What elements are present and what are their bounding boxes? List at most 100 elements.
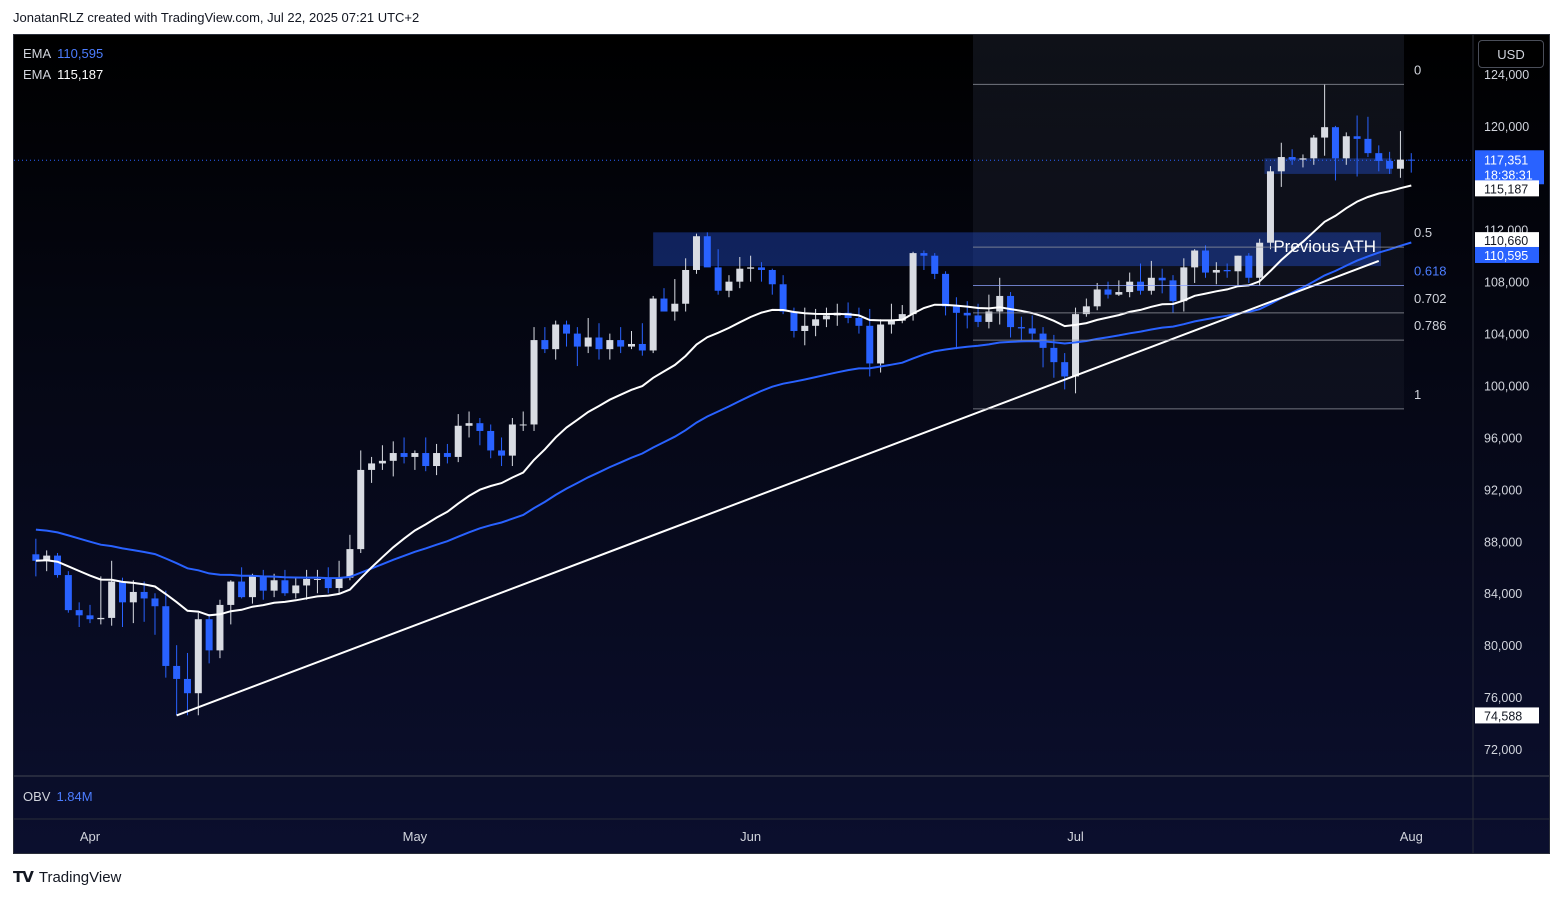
candle[interactable] [1386, 151, 1394, 174]
obv-legend[interactable]: OBV 1.84M [23, 789, 93, 804]
candle[interactable] [931, 253, 939, 280]
candle[interactable] [1137, 263, 1145, 295]
candle[interactable] [1201, 245, 1209, 278]
candle[interactable] [1180, 258, 1188, 312]
candle[interactable] [1158, 268, 1166, 294]
candle[interactable] [118, 577, 126, 627]
candle[interactable] [1256, 238, 1264, 286]
candle[interactable] [378, 445, 386, 470]
candle[interactable] [1104, 281, 1112, 299]
candle[interactable] [1072, 307, 1080, 394]
currency-button[interactable]: USD [1478, 40, 1544, 68]
candle[interactable] [628, 331, 635, 350]
candle[interactable] [1234, 255, 1242, 286]
candle[interactable] [1321, 84, 1329, 156]
candle[interactable] [476, 417, 484, 446]
candle[interactable] [530, 327, 538, 431]
candle[interactable] [357, 450, 365, 553]
candle[interactable] [617, 327, 625, 354]
candle[interactable] [595, 323, 603, 360]
candle[interactable] [757, 262, 765, 282]
candle[interactable] [173, 645, 181, 716]
candle[interactable] [1299, 154, 1307, 168]
candle[interactable] [747, 255, 755, 282]
candle[interactable] [768, 268, 776, 295]
candle[interactable] [1147, 260, 1155, 295]
candle[interactable] [194, 612, 202, 716]
candle[interactable] [682, 258, 690, 312]
candle[interactable] [313, 569, 321, 594]
candle[interactable] [32, 538, 40, 577]
candle[interactable] [162, 590, 170, 678]
candle[interactable] [205, 614, 213, 664]
candle[interactable] [108, 560, 116, 626]
candle[interactable] [183, 652, 191, 716]
candle[interactable] [779, 275, 787, 315]
candle[interactable] [963, 301, 971, 329]
candle[interactable] [1310, 134, 1318, 165]
candle[interactable] [877, 319, 885, 373]
candle[interactable] [1212, 262, 1220, 285]
candle[interactable] [692, 233, 700, 274]
candle[interactable] [519, 411, 527, 431]
candle[interactable] [1342, 132, 1350, 165]
candle[interactable] [552, 320, 560, 360]
candle[interactable] [1093, 282, 1101, 311]
candle[interactable] [703, 232, 711, 268]
ema-slow-legend[interactable]: EMA 110,595 [23, 46, 103, 61]
candle[interactable] [443, 443, 451, 464]
candle[interactable] [140, 581, 148, 622]
candle[interactable] [368, 456, 376, 483]
candle[interactable] [855, 307, 863, 334]
candle[interactable] [649, 295, 657, 354]
candle[interactable] [671, 279, 679, 321]
candle[interactable] [1288, 149, 1296, 165]
candle[interactable] [563, 320, 571, 347]
candle[interactable] [86, 604, 94, 624]
candle[interactable] [909, 251, 917, 321]
ema-fast-legend[interactable]: EMA 115,187 [23, 67, 103, 82]
candle[interactable] [1082, 298, 1090, 317]
candle[interactable] [151, 593, 159, 635]
candle[interactable] [1266, 166, 1274, 250]
candle[interactable] [1375, 145, 1383, 172]
candle[interactable] [454, 414, 462, 463]
candle[interactable] [573, 327, 581, 367]
candle[interactable] [541, 327, 549, 354]
candle[interactable] [1364, 116, 1372, 158]
candle[interactable] [660, 288, 668, 312]
candle[interactable] [985, 294, 993, 329]
candle[interactable] [465, 411, 473, 438]
candle[interactable] [920, 250, 928, 270]
candle[interactable] [1223, 263, 1231, 278]
candle[interactable] [736, 257, 744, 289]
candle[interactable] [487, 424, 495, 459]
candle[interactable] [1396, 131, 1404, 178]
candle[interactable] [259, 569, 267, 600]
candle[interactable] [216, 599, 224, 659]
candle[interactable] [1407, 153, 1415, 173]
candle[interactable] [844, 302, 852, 324]
candle[interactable] [227, 580, 235, 625]
candle[interactable] [584, 318, 592, 354]
candle[interactable] [1277, 142, 1285, 187]
candle[interactable] [498, 437, 506, 467]
candle[interactable] [1353, 115, 1361, 177]
candle[interactable] [508, 417, 516, 467]
candle[interactable] [1331, 125, 1339, 181]
candle[interactable] [303, 569, 311, 600]
candle[interactable] [75, 602, 83, 627]
candle[interactable] [292, 577, 300, 599]
candle[interactable] [346, 534, 354, 581]
candle[interactable] [1017, 316, 1025, 341]
candle[interactable] [281, 569, 289, 596]
candle[interactable] [400, 437, 408, 464]
candle[interactable] [422, 437, 430, 472]
candle[interactable] [1191, 249, 1199, 283]
candle[interactable] [1126, 272, 1134, 298]
candle[interactable] [942, 271, 950, 316]
candle[interactable] [606, 333, 614, 360]
candle[interactable] [1061, 353, 1069, 390]
candle[interactable] [64, 571, 72, 613]
